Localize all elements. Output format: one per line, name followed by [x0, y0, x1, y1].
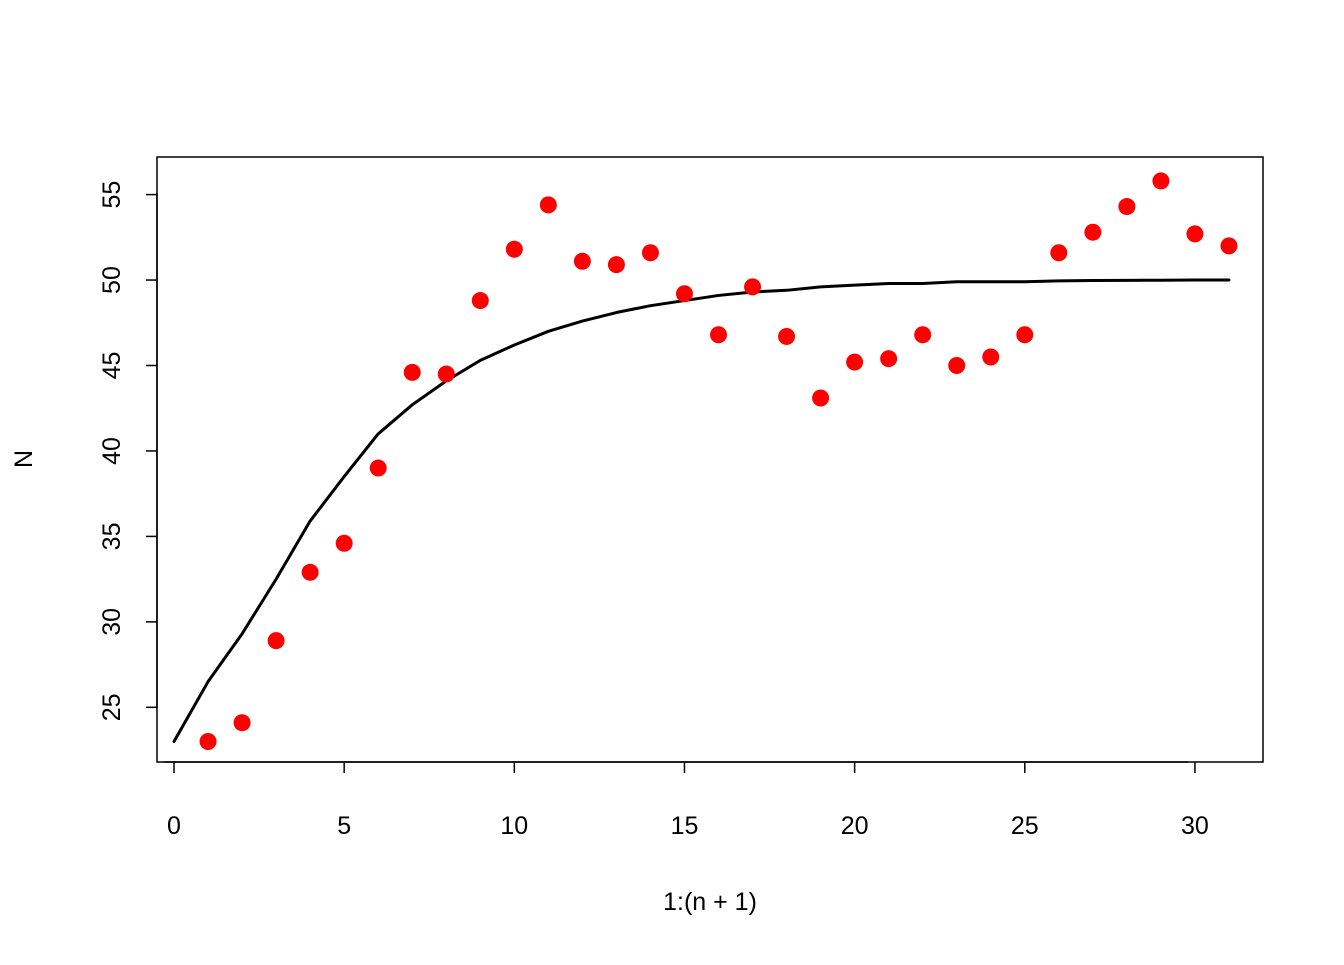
data-point	[199, 732, 217, 750]
plot-frame	[156, 156, 1264, 763]
x-axis: 0 5 10 15 20 25 30 1:(n + 1)	[163, 761, 1209, 916]
data-point	[233, 714, 251, 732]
y-tick-label: 30	[98, 608, 126, 636]
data-point	[812, 389, 830, 407]
x-tick-label: 10	[500, 812, 528, 840]
y-tick-label: 40	[98, 437, 126, 465]
y-tick-label: 25	[98, 693, 126, 721]
data-point	[335, 534, 353, 552]
data-point	[471, 292, 489, 310]
data-point	[267, 632, 285, 650]
data-point	[403, 363, 421, 381]
data-point	[914, 326, 932, 344]
y-ticks: 25 30 35 40 45 50 55	[98, 181, 157, 721]
data-point	[1084, 223, 1102, 241]
points-layer	[199, 172, 1238, 750]
data-point	[710, 326, 728, 344]
data-point	[539, 196, 557, 214]
x-tick-label: 0	[167, 812, 181, 840]
data-point	[505, 240, 523, 258]
y-tick-label: 50	[98, 266, 126, 294]
x-tick-label: 25	[1011, 812, 1039, 840]
x-tick-label: 20	[841, 812, 869, 840]
x-tick-label: 15	[671, 812, 699, 840]
data-point	[1016, 326, 1034, 344]
y-tick-label: 35	[98, 523, 126, 551]
data-point	[880, 350, 898, 368]
fit-curve-line	[172, 278, 1231, 743]
data-point	[744, 278, 762, 296]
data-point	[1220, 237, 1238, 255]
x-tick-label: 5	[337, 812, 351, 840]
y-tick-label: 55	[98, 181, 126, 209]
x-axis-title: 1:(n + 1)	[663, 888, 757, 916]
data-point	[369, 459, 387, 477]
data-point	[675, 285, 693, 303]
data-point	[948, 357, 966, 374]
data-point	[1118, 198, 1136, 216]
data-point	[301, 563, 319, 581]
data-point	[1186, 225, 1204, 243]
data-point	[846, 353, 864, 371]
data-point	[1152, 172, 1170, 190]
y-axis-title: N	[10, 450, 38, 468]
data-point	[641, 244, 659, 262]
y-axis: 25 30 35 40 45 50 55 N	[10, 181, 158, 721]
x-tick-label: 30	[1181, 812, 1209, 840]
x-ticks: 0 5 10 15 20 25 30	[167, 762, 1209, 840]
y-tick-label: 45	[98, 352, 126, 380]
data-point	[607, 256, 625, 274]
series-layer	[172, 278, 1231, 743]
data-point	[437, 365, 455, 383]
data-point	[1050, 244, 1068, 262]
data-point	[982, 348, 1000, 366]
data-point	[778, 327, 796, 345]
data-point	[573, 252, 591, 270]
